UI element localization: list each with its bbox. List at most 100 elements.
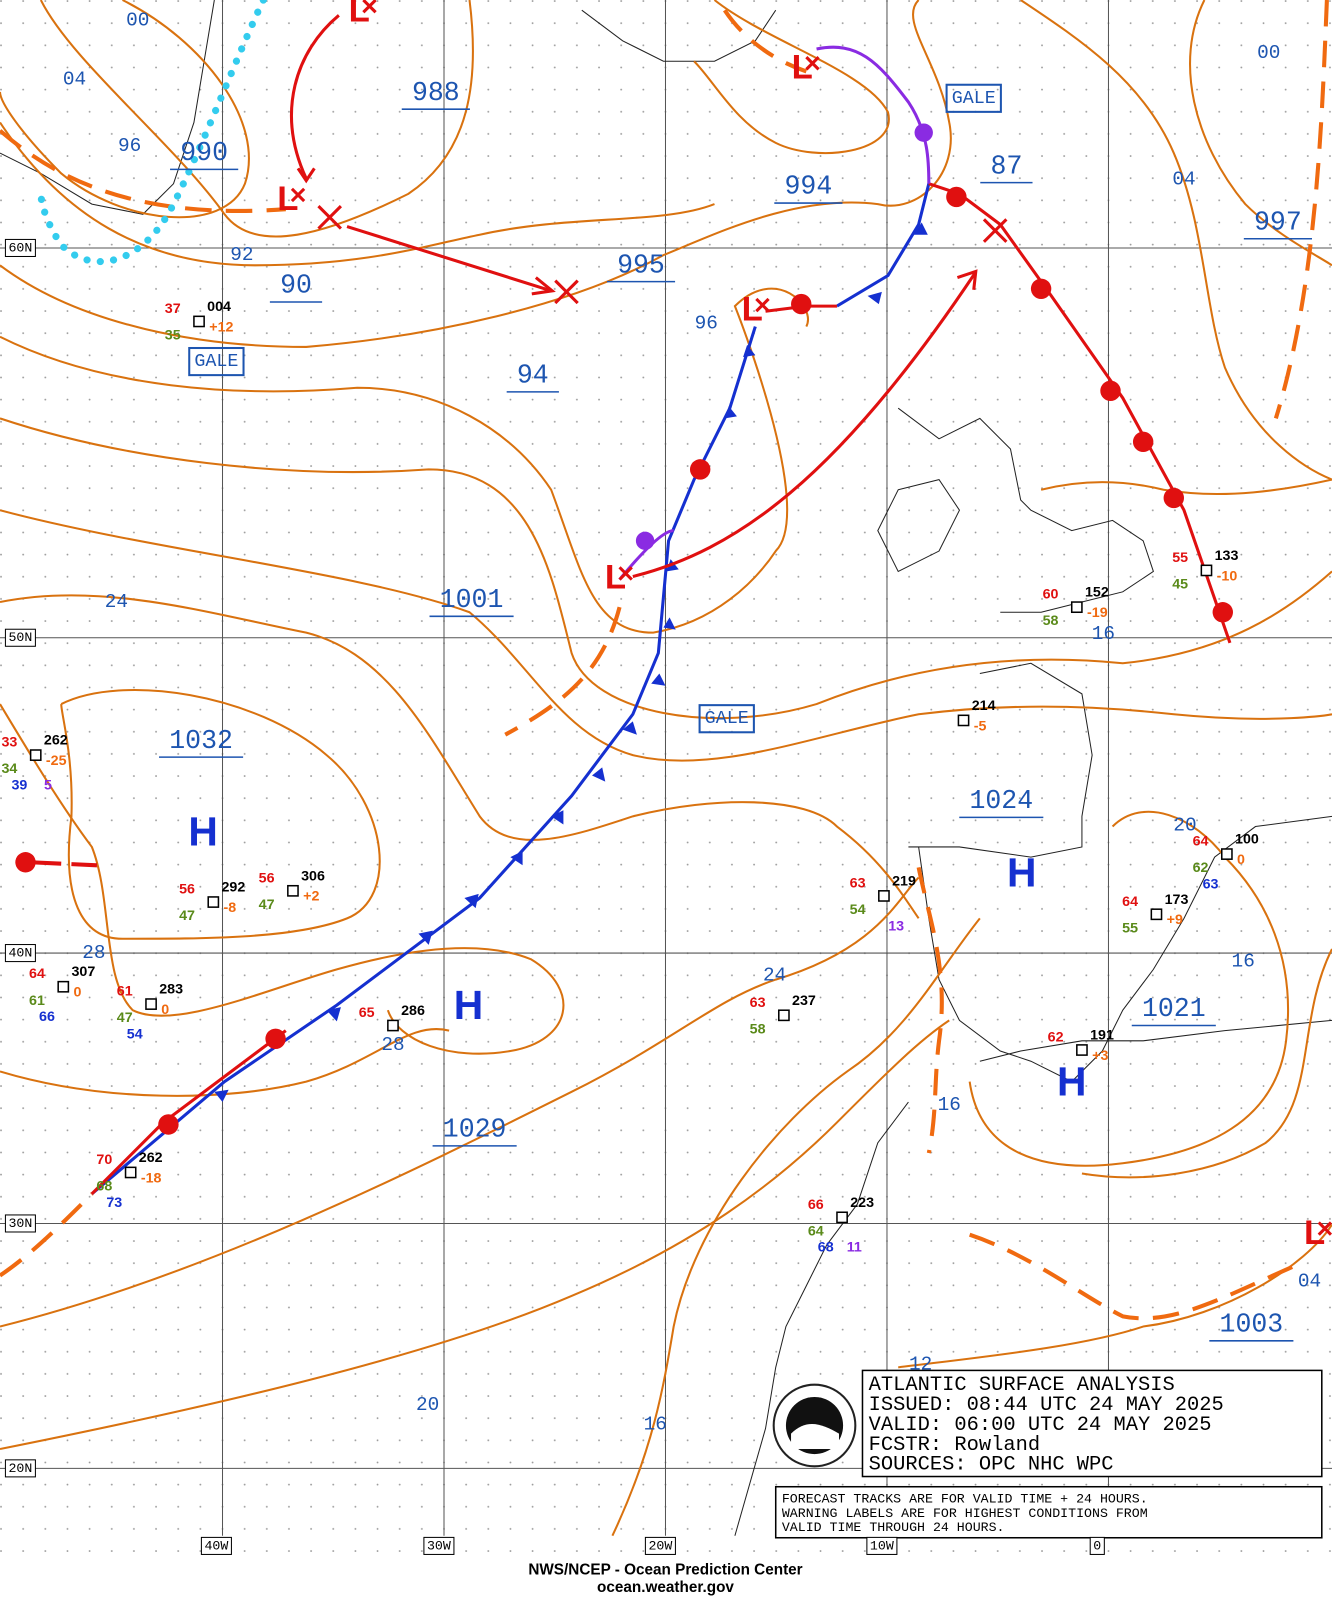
- station-temperature: 65: [359, 1005, 375, 1021]
- station-symbol: [193, 315, 205, 328]
- high-pressure: H: [188, 808, 217, 854]
- info-line: ISSUED: 08:44 UTC 24 MAY 2025: [869, 1394, 1224, 1417]
- station-tendency: 0: [161, 1002, 169, 1018]
- station-dewpoint: 45: [1172, 576, 1188, 592]
- note-line: FORECAST TRACKS ARE FOR VALID TIME + 24 …: [782, 1491, 1148, 1506]
- coord-box: [4, 238, 36, 257]
- station-dewpoint: 34: [1, 761, 17, 777]
- station-symbol: [387, 1019, 399, 1032]
- isobar-label: 16: [1232, 950, 1255, 972]
- info-line: ATLANTIC SURFACE ANALYSIS: [869, 1374, 1175, 1397]
- low-pressure: L: [349, 0, 370, 29]
- pressure-center-label: 997: [1254, 207, 1302, 237]
- station-dewpoint: 58: [1043, 613, 1059, 629]
- longitude-label: 40W: [204, 1538, 228, 1553]
- gale-warning: GALE: [705, 708, 749, 729]
- pressure-center-label: 1029: [443, 1115, 507, 1145]
- station-tendency: +2: [303, 889, 319, 905]
- station-tendency: +12: [209, 319, 233, 335]
- pressure-center-label: 988: [412, 78, 460, 108]
- station-pressure: 173: [1165, 892, 1189, 908]
- station-symbol: [1076, 1044, 1088, 1056]
- station-pressure: 004: [207, 299, 231, 315]
- gale-warning: GALE: [952, 88, 996, 109]
- station-waves: 11: [847, 1240, 862, 1256]
- station-temperature: 66: [808, 1197, 824, 1213]
- isobar-label: 00: [126, 10, 149, 32]
- station-tendency: -25: [46, 753, 67, 769]
- isobar-label: 96: [118, 135, 141, 157]
- station-dewpoint: 35: [165, 327, 181, 343]
- station-waves: 13: [888, 918, 904, 934]
- footer-line: NWS/NCEP - Ocean Prediction Center: [528, 1561, 802, 1578]
- longitude-label: 10W: [870, 1538, 894, 1553]
- station-tendency: 0: [73, 985, 81, 1001]
- coord-box: [644, 1536, 676, 1555]
- station-pressure: 152: [1085, 585, 1109, 601]
- station-dewpoint: 62: [1193, 860, 1209, 876]
- coord-box: [200, 1536, 232, 1555]
- pressure-center-label: 1032: [169, 726, 233, 756]
- station-pressure: 262: [44, 733, 68, 749]
- coastlines: [0, 0, 1332, 1536]
- ice-edge: [37, 0, 267, 266]
- pressure-center-label: 1001: [440, 585, 504, 615]
- isobar-label: 16: [644, 1414, 667, 1436]
- longitude-label: 30W: [427, 1538, 451, 1553]
- station-symbol: [1070, 601, 1083, 614]
- station-symbol: [207, 896, 220, 908]
- station-pressure: 237: [792, 993, 816, 1009]
- station-temperature: 63: [850, 875, 866, 891]
- station-dewpoint: 47: [117, 1010, 133, 1026]
- pressure-center-label: 994: [785, 172, 833, 202]
- station-tendency: -5: [974, 718, 987, 734]
- station-symbol: [1150, 908, 1163, 921]
- latitude-label: 30N: [8, 1216, 32, 1231]
- station-pressure: 307: [71, 964, 95, 980]
- coord-box: [4, 628, 36, 647]
- station-tendency: +3: [1092, 1048, 1108, 1064]
- station-pressure: 283: [159, 982, 183, 998]
- longitude-label: 0: [1093, 1538, 1101, 1553]
- isobar-label: 04: [1172, 169, 1195, 191]
- isobar-label: 04: [1298, 1271, 1321, 1293]
- station-tendency: 0: [1237, 852, 1245, 868]
- station-tendency: -8: [224, 900, 237, 916]
- station-pressure: 133: [1215, 548, 1239, 564]
- station-symbol: [124, 1166, 137, 1179]
- pressure-center-label: 1003: [1220, 1310, 1284, 1340]
- station-pressure: 262: [139, 1150, 163, 1166]
- station-temperature: 61: [117, 984, 133, 1000]
- station-temperature: 37: [165, 301, 181, 317]
- isobar-label: 92: [230, 244, 253, 266]
- station-sst: 63: [1203, 876, 1219, 892]
- low-x: [618, 566, 633, 581]
- station-temperature: 55: [1172, 550, 1188, 566]
- isobar-label: 28: [82, 942, 105, 964]
- latitude-label: 40N: [8, 946, 32, 961]
- station-sst: 66: [39, 1009, 55, 1025]
- info-line: FCSTR: Rowland: [869, 1434, 1040, 1457]
- isobar-label: 20: [416, 1394, 439, 1416]
- pressure-center-label: 87: [990, 151, 1022, 181]
- station-pressure: 286: [401, 1003, 425, 1019]
- station-sst: 73: [106, 1195, 122, 1211]
- high-pressure: H: [454, 982, 483, 1028]
- station-pressure: 292: [221, 880, 245, 896]
- pressure-center-label: 995: [617, 250, 665, 280]
- station-symbol: [836, 1211, 848, 1224]
- latitude-label: 50N: [8, 630, 32, 645]
- station-sst: 68: [818, 1240, 834, 1256]
- station-temperature: 70: [96, 1152, 112, 1168]
- isobar-label: 04: [63, 69, 86, 91]
- latitude-label: 60N: [8, 240, 32, 255]
- coord-box: [4, 1459, 36, 1478]
- station-temperature: 56: [259, 870, 275, 886]
- warning-box: [188, 346, 245, 377]
- station-pressure: 100: [1235, 832, 1259, 848]
- low-x: [290, 187, 306, 203]
- gale-warning: GALE: [194, 351, 238, 372]
- station-temperature: 64: [1122, 894, 1138, 910]
- troughs: [0, 0, 1329, 1321]
